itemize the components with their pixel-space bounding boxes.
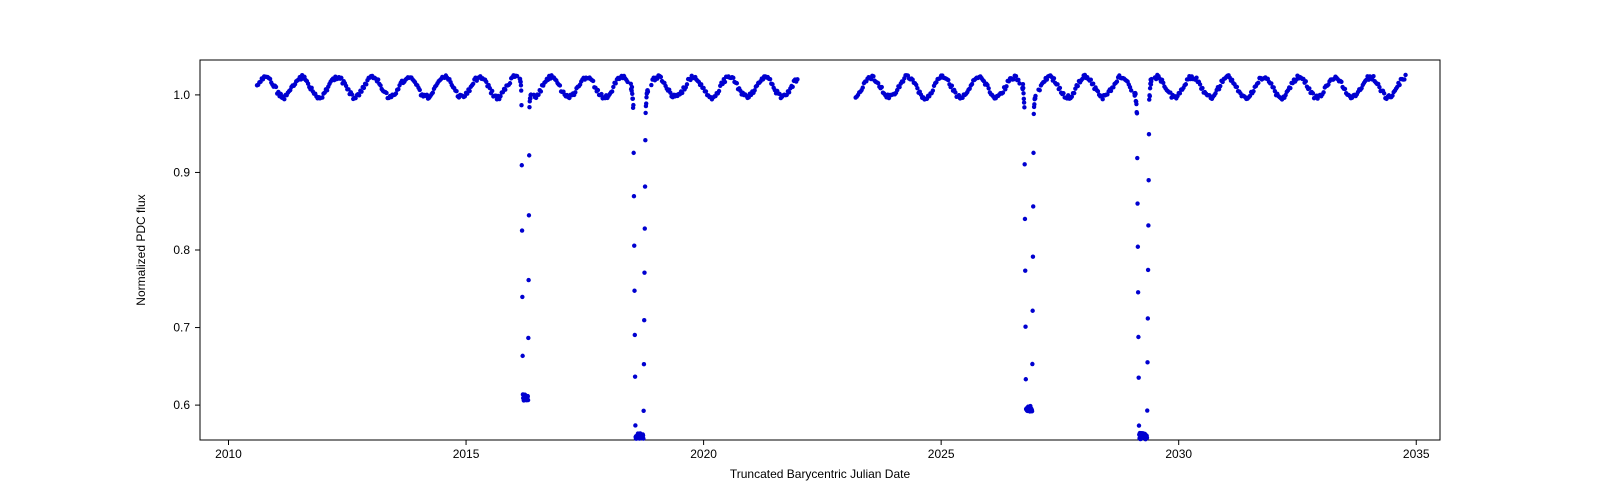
y-tick-label: 0.9 (173, 165, 190, 179)
x-axis-label: Truncated Barycentric Julian Date (730, 467, 911, 481)
lightcurve-chart: 2010 2015 2020 2025 2030 2035 0.6 0.7 0.8 0.9 1.0 T… (0, 0, 1600, 500)
y-tick-label: 0.7 (173, 321, 190, 335)
x-tick-label: 2030 (1165, 447, 1192, 461)
x-tick-label: 2025 (928, 447, 955, 461)
x-tick-label: 2020 (690, 447, 717, 461)
y-tick-label: 1.0 (173, 88, 190, 102)
y-tick-label: 0.6 (173, 398, 190, 412)
x-tick-label: 2010 (215, 447, 242, 461)
chart-svg: 2010 2015 2020 2025 2030 2035 0.6 0.7 0.8 0.9 1.0 T… (0, 0, 1600, 500)
x-tick-label: 2015 (453, 447, 480, 461)
x-tick-label: 2035 (1403, 447, 1430, 461)
y-axis-label: Normalized PDC flux (134, 194, 148, 305)
y-tick-label: 0.8 (173, 243, 190, 257)
